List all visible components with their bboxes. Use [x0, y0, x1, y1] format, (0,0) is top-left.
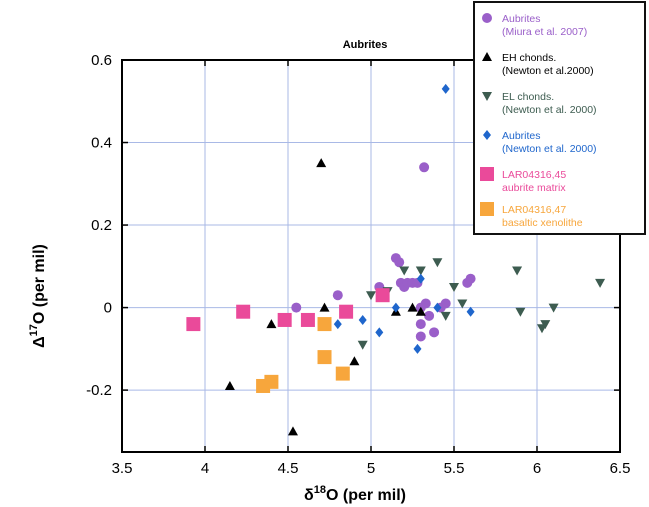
legend-label: EH chonds.: [502, 52, 556, 64]
data-point: [318, 317, 332, 331]
data-point: [424, 311, 434, 321]
data-point: [421, 298, 431, 308]
x-tick-label: 5: [367, 460, 375, 477]
data-point: [416, 319, 426, 329]
data-point: [236, 305, 250, 319]
legend-label: basaltic xenolithe: [502, 217, 583, 229]
x-tick-label: 6: [533, 460, 541, 477]
y-tick-label: 0.6: [91, 52, 112, 69]
data-point: [376, 288, 390, 302]
data-point: [264, 375, 278, 389]
y-tick-label: 0.2: [91, 217, 112, 234]
data-point: [186, 317, 200, 331]
y-label-delta: Δ: [31, 336, 48, 348]
data-point: [466, 274, 476, 284]
data-point: [333, 290, 343, 300]
data-point: [301, 313, 315, 327]
y-tick-label: 0: [104, 300, 112, 317]
data-point: [336, 367, 350, 381]
data-point: [416, 331, 426, 341]
legend-label: LAR04316,47: [502, 204, 566, 216]
y-tick-label: -0.2: [86, 382, 112, 399]
x-label-text: O (per mil): [326, 487, 406, 504]
x-tick-label: 4.5: [278, 460, 299, 477]
data-point: [278, 313, 292, 327]
x-tick-label: 4: [201, 460, 209, 477]
x-tick-label: 5.5: [444, 460, 465, 477]
legend-label: (Miura et al. 2007): [502, 26, 587, 38]
legend-marker: [480, 202, 494, 216]
data-point: [419, 162, 429, 172]
legend-label: (Newton et al. 2000): [502, 143, 597, 155]
x-label-delta: δ: [304, 487, 314, 504]
legend-marker: [482, 13, 492, 23]
data-point: [339, 305, 353, 319]
data-point: [318, 350, 332, 364]
legend-label: EL chonds.: [502, 91, 554, 103]
x-tick-label: 3.5: [112, 460, 133, 477]
legend-label: Aubrites: [502, 13, 541, 25]
y-label-superscript: 17: [28, 324, 40, 336]
legend-label: (Newton et al.2000): [502, 65, 594, 77]
legend-label: aubrite matrix: [502, 182, 566, 194]
y-tick-label: 0.4: [91, 135, 112, 152]
y-label-text: O (per mil): [31, 244, 48, 324]
x-label-superscript: 18: [314, 484, 326, 496]
data-point: [441, 298, 451, 308]
data-point: [291, 303, 301, 313]
legend-label: (Newton et al. 2000): [502, 104, 597, 116]
data-point: [394, 257, 404, 267]
legend: Aubrites(Miura et al. 2007)EH chonds.(Ne…: [474, 2, 645, 234]
x-tick-label: 6.5: [610, 460, 631, 477]
legend-label: LAR04316,45: [502, 169, 566, 181]
legend-label: Aubrites: [502, 130, 541, 142]
chart-title: Aubrites: [343, 39, 388, 51]
legend-marker: [480, 167, 494, 181]
data-point: [429, 327, 439, 337]
